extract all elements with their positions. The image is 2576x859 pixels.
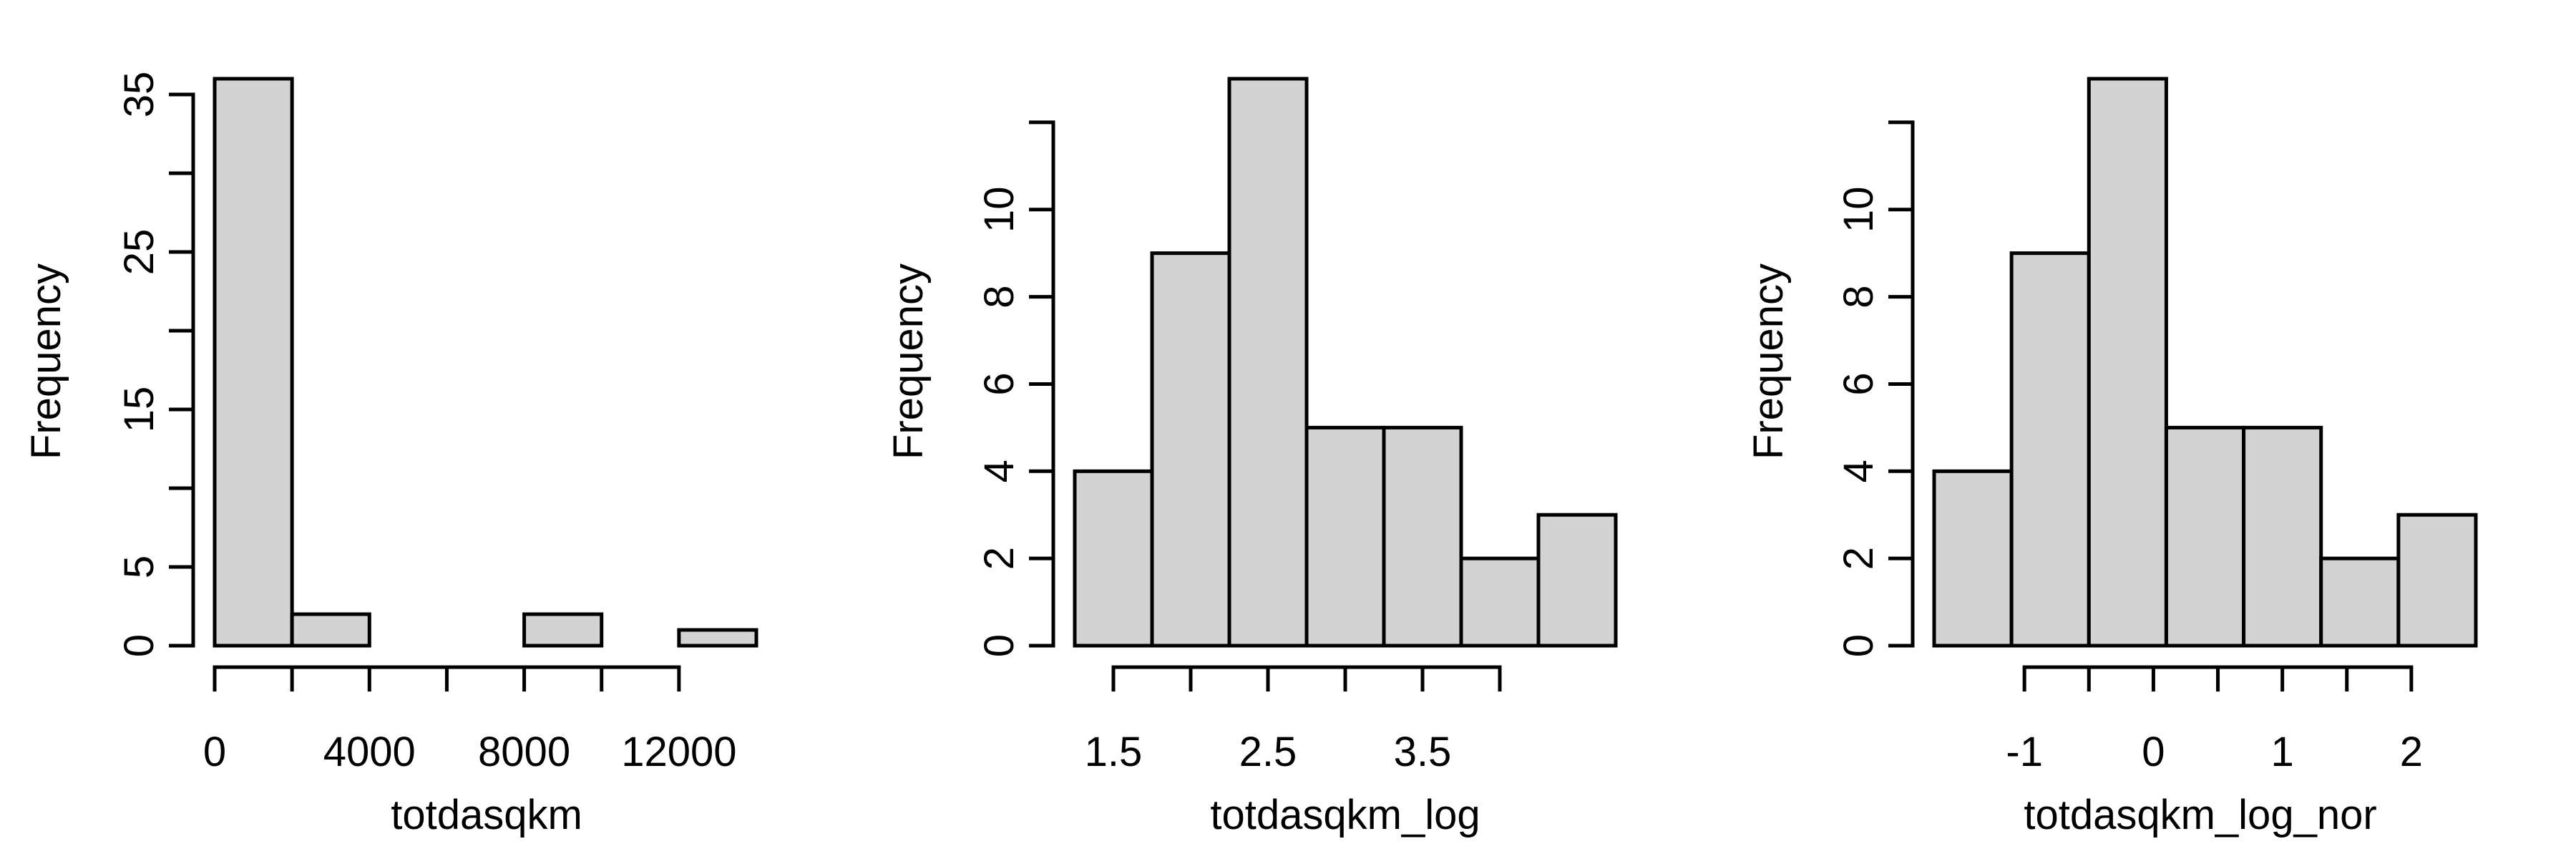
x-tick-label: 4000 bbox=[323, 729, 416, 775]
xlabel-3: totdasqkm_log_nor bbox=[2024, 792, 2376, 838]
histogram-bar bbox=[2087, 77, 2168, 648]
xlabel-1: totdasqkm bbox=[391, 792, 582, 838]
x-tick-label: 0 bbox=[203, 729, 226, 775]
x-tick-label: 3.5 bbox=[1394, 729, 1452, 775]
histogram-bar bbox=[677, 628, 758, 648]
x-tick-label: -1 bbox=[2006, 729, 2043, 775]
histogram-bar bbox=[1459, 556, 1541, 648]
histogram-bar bbox=[1150, 251, 1231, 648]
histogram-bar bbox=[2319, 556, 2401, 648]
histogram-bar bbox=[1382, 425, 1463, 648]
histogram-bar bbox=[2164, 425, 2246, 648]
y-tick-label: 10 bbox=[1835, 187, 1882, 233]
x-tick-label: 8000 bbox=[478, 729, 570, 775]
y-tick-label: 4 bbox=[976, 460, 1023, 482]
x-tick-label: 2 bbox=[2400, 729, 2423, 775]
y-tick-label: 10 bbox=[976, 187, 1023, 233]
y-tick-label: 15 bbox=[116, 387, 162, 433]
histogram-bar bbox=[290, 612, 371, 648]
x-tick-label: 1 bbox=[2271, 729, 2294, 775]
histogram-bar bbox=[2242, 425, 2323, 648]
y-tick-label: 35 bbox=[116, 72, 162, 118]
y-tick-label: 0 bbox=[976, 634, 1023, 657]
histogram-bar bbox=[213, 77, 294, 648]
panel-1: Frequency totdasqkm 0 4000 8000 12000 0 5 15 25… bbox=[23, 72, 758, 838]
panel-2: Frequency totdasqkm_log 1.5 2.5 3.5 0 2 4 6 8 10 bbox=[885, 77, 1618, 838]
histogram-bar bbox=[522, 612, 604, 648]
y-tick-label: 2 bbox=[1835, 547, 1882, 570]
histogram-bar bbox=[1073, 469, 1154, 648]
y-tick-label: 2 bbox=[976, 547, 1023, 570]
ylabel-3: Frequency bbox=[1745, 263, 1792, 460]
y-tick-label: 4 bbox=[1835, 460, 1882, 482]
x-tick-label: 12000 bbox=[621, 729, 736, 775]
panel-3: Frequency totdasqkm_log_nor -1 0 1 2 0 2 4 6 8 10 bbox=[1745, 77, 2478, 838]
histogram-bar bbox=[2009, 251, 2091, 648]
y-tick-label: 8 bbox=[1835, 285, 1882, 308]
histogram-bar bbox=[2396, 513, 2478, 648]
y-tick-label: 0 bbox=[1835, 634, 1882, 657]
y-tick-label: 6 bbox=[1835, 372, 1882, 395]
x-tick-label: 1.5 bbox=[1085, 729, 1143, 775]
x-tick-label: 2.5 bbox=[1239, 729, 1297, 775]
y-tick-label: 6 bbox=[976, 372, 1023, 395]
x-tick-label: 0 bbox=[2142, 729, 2165, 775]
histogram-bar bbox=[1304, 425, 1386, 648]
y-tick-label: 8 bbox=[976, 285, 1023, 308]
y-tick-label: 25 bbox=[116, 229, 162, 276]
y-tick-label: 5 bbox=[116, 555, 162, 578]
histogram-bar bbox=[1932, 469, 2014, 648]
xlabel-2: totdasqkm_log bbox=[1210, 792, 1480, 838]
histogram-bar bbox=[1536, 513, 1618, 648]
histogram-bar bbox=[1227, 77, 1309, 648]
ylabel-2: Frequency bbox=[885, 263, 932, 460]
ylabel-1: Frequency bbox=[23, 263, 69, 460]
y-tick-label: 0 bbox=[116, 634, 162, 657]
